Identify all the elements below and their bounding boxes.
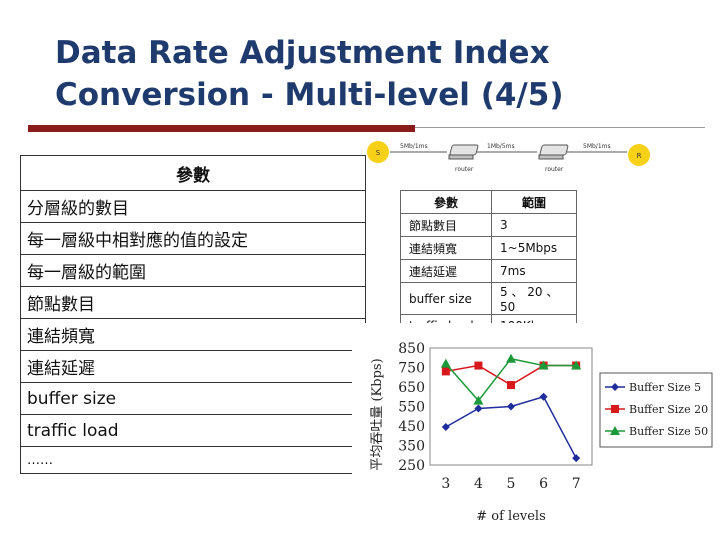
router-label: router	[455, 166, 474, 173]
network-topology: S 5Mb/1ms router 1Mb/5ms router 5Mb/1ms …	[367, 141, 650, 173]
router-label: router	[545, 166, 564, 173]
y-tick-label: 750	[398, 361, 425, 377]
chart-legend: Buffer Size 5 Buffer Size 20 Buffer Size 5…	[599, 372, 713, 448]
title-underline	[415, 127, 705, 128]
x-axis-label: # of levels	[476, 509, 546, 524]
parameter-list-header: 參數	[20, 155, 366, 191]
parameter-range-table: 參數 範圍 節點數目 3 連結頻寬 1~5Mbps 連結延遲 7ms buffe…	[400, 190, 577, 338]
x-tick-label: 6	[539, 476, 548, 492]
y-tick-label: 550	[398, 400, 425, 416]
y-tick-label: 850	[398, 341, 425, 357]
data-point	[539, 392, 548, 401]
table-cell: buffer size	[400, 282, 492, 315]
y-tick-label: 350	[398, 439, 425, 455]
receiver-node	[628, 144, 650, 166]
x-tick-label: 7	[572, 476, 581, 492]
link-label: 5Mb/1ms	[583, 143, 611, 150]
chart-series-group	[440, 353, 582, 463]
link-label: 5Mb/1ms	[400, 143, 428, 150]
table-cell: 1~5Mbps	[491, 236, 577, 260]
data-point	[571, 360, 582, 370]
x-tick-label: 3	[441, 476, 450, 492]
table-cell: 3	[491, 213, 577, 237]
parameter-list-item: 每一層級的範圍	[20, 254, 366, 287]
parameter-list: 參數 分層級的數目 每一層級中相對應的值的設定 每一層級的範圍 節點數目 連結頻…	[20, 155, 366, 474]
table-cell: 連結延遲	[400, 259, 492, 283]
y-tick-label: 250	[398, 458, 425, 474]
x-tick-label: 5	[507, 476, 516, 492]
data-point	[572, 454, 581, 463]
data-point	[611, 383, 619, 391]
slide-title: Data Rate Adjustment Index Conversion - …	[55, 35, 564, 113]
data-point	[441, 367, 450, 376]
data-point	[474, 404, 483, 413]
data-point	[506, 353, 516, 363]
data-point	[440, 358, 451, 368]
data-point	[507, 402, 515, 411]
legend-label: Buffer Size 5	[629, 381, 701, 394]
parameter-list-item: 連結延遲	[20, 350, 366, 383]
legend-label: Buffer Size 20	[629, 403, 708, 416]
parameter-list-item: 節點數目	[20, 286, 366, 319]
parameter-list-item: 連結頻寬	[20, 318, 366, 351]
router-icon	[448, 144, 479, 160]
table-cell: 5 、 20 、 50	[491, 282, 577, 315]
throughput-chart: 250 350 450 550 650 750 850 3 4 5 6 7 # of levels 平均吞…	[352, 323, 720, 540]
title-accent-bar	[28, 125, 415, 132]
parameter-list-item: ……	[20, 446, 366, 474]
y-axis-label: 平均吞吐量 (Kbps)	[370, 358, 385, 470]
table-header-cell: 參數	[400, 190, 492, 214]
source-node-label: S	[376, 149, 381, 157]
table-cell: 節點數目	[400, 213, 492, 237]
y-tick-label: 650	[398, 380, 425, 396]
parameter-list-item: traffic load	[20, 414, 366, 447]
data-point	[441, 422, 450, 431]
table-cell: 連結頻寬	[400, 236, 492, 260]
data-point	[473, 395, 484, 405]
y-tick-label: 450	[398, 419, 425, 435]
data-point	[538, 360, 549, 370]
x-tick-label: 4	[474, 476, 483, 492]
parameter-list-item: 分層級的數目	[20, 190, 366, 223]
parameter-list-item: 每一層級中相對應的值的設定	[20, 222, 366, 255]
link-label: 1Mb/5ms	[487, 143, 515, 150]
table-cell: 7ms	[491, 259, 577, 283]
table-header-cell: 範圍	[491, 190, 577, 214]
data-point	[507, 381, 515, 390]
data-point	[611, 405, 619, 413]
source-node	[367, 141, 389, 163]
chart-axes: 250 350 450 550 650 750 850 3 4 5 6 7 # of levels 平均吞…	[370, 341, 593, 524]
receiver-node-label: R	[637, 152, 642, 160]
router-icon	[538, 144, 569, 160]
legend-label: Buffer Size 50	[629, 425, 708, 438]
parameter-list-item: buffer size	[20, 382, 366, 415]
data-point	[474, 361, 483, 370]
data-point	[610, 426, 620, 435]
